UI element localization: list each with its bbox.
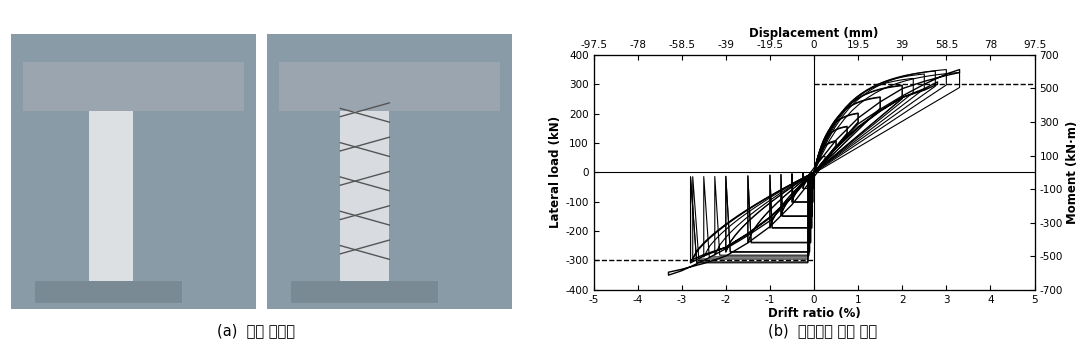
Bar — [89, 62, 134, 295]
Y-axis label: Moment (kN·m): Moment (kN·m) — [1065, 121, 1078, 224]
X-axis label: Displacement (mm): Displacement (mm) — [749, 27, 879, 40]
Y-axis label: Lateral load (kN): Lateral load (kN) — [550, 116, 563, 228]
Bar — [292, 281, 438, 303]
Bar — [23, 62, 244, 111]
Text: (b)  이력거동 실험 결과: (b) 이력거동 실험 결과 — [768, 323, 877, 339]
Bar — [36, 281, 183, 303]
X-axis label: Drift ratio (%): Drift ratio (%) — [768, 307, 860, 320]
Text: (a)  기둥 실험체: (a) 기둥 실험체 — [217, 323, 295, 339]
